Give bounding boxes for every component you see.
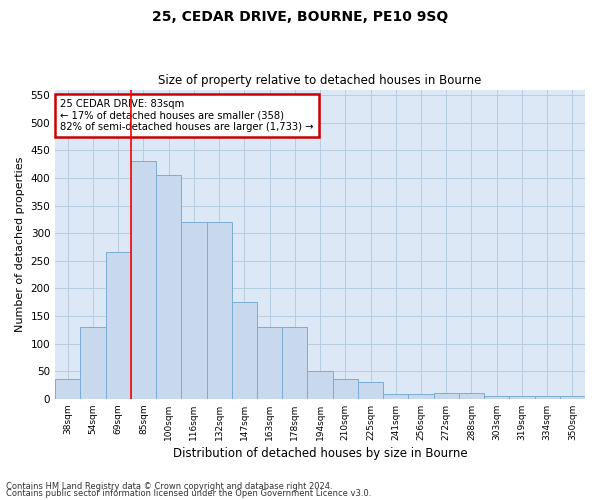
Bar — [409, 394, 434, 399]
Bar — [509, 396, 535, 399]
Bar — [434, 394, 459, 399]
Bar — [484, 396, 509, 399]
Bar — [232, 302, 257, 399]
X-axis label: Distribution of detached houses by size in Bourne: Distribution of detached houses by size … — [173, 447, 467, 460]
Text: Contains HM Land Registry data © Crown copyright and database right 2024.: Contains HM Land Registry data © Crown c… — [6, 482, 332, 491]
Bar — [282, 327, 307, 399]
Bar — [156, 175, 181, 399]
Bar — [560, 396, 585, 399]
Text: 25, CEDAR DRIVE, BOURNE, PE10 9SQ: 25, CEDAR DRIVE, BOURNE, PE10 9SQ — [152, 10, 448, 24]
Bar — [55, 380, 80, 399]
Bar — [106, 252, 131, 399]
Bar — [206, 222, 232, 399]
Text: 25 CEDAR DRIVE: 83sqm
← 17% of detached houses are smaller (358)
82% of semi-det: 25 CEDAR DRIVE: 83sqm ← 17% of detached … — [61, 99, 314, 132]
Bar — [181, 222, 206, 399]
Bar — [131, 162, 156, 399]
Title: Size of property relative to detached houses in Bourne: Size of property relative to detached ho… — [158, 74, 482, 87]
Bar — [332, 380, 358, 399]
Bar — [383, 394, 409, 399]
Bar — [80, 327, 106, 399]
Text: Contains public sector information licensed under the Open Government Licence v3: Contains public sector information licen… — [6, 489, 371, 498]
Bar — [459, 394, 484, 399]
Bar — [257, 327, 282, 399]
Y-axis label: Number of detached properties: Number of detached properties — [15, 156, 25, 332]
Bar — [358, 382, 383, 399]
Bar — [307, 371, 332, 399]
Bar — [535, 396, 560, 399]
